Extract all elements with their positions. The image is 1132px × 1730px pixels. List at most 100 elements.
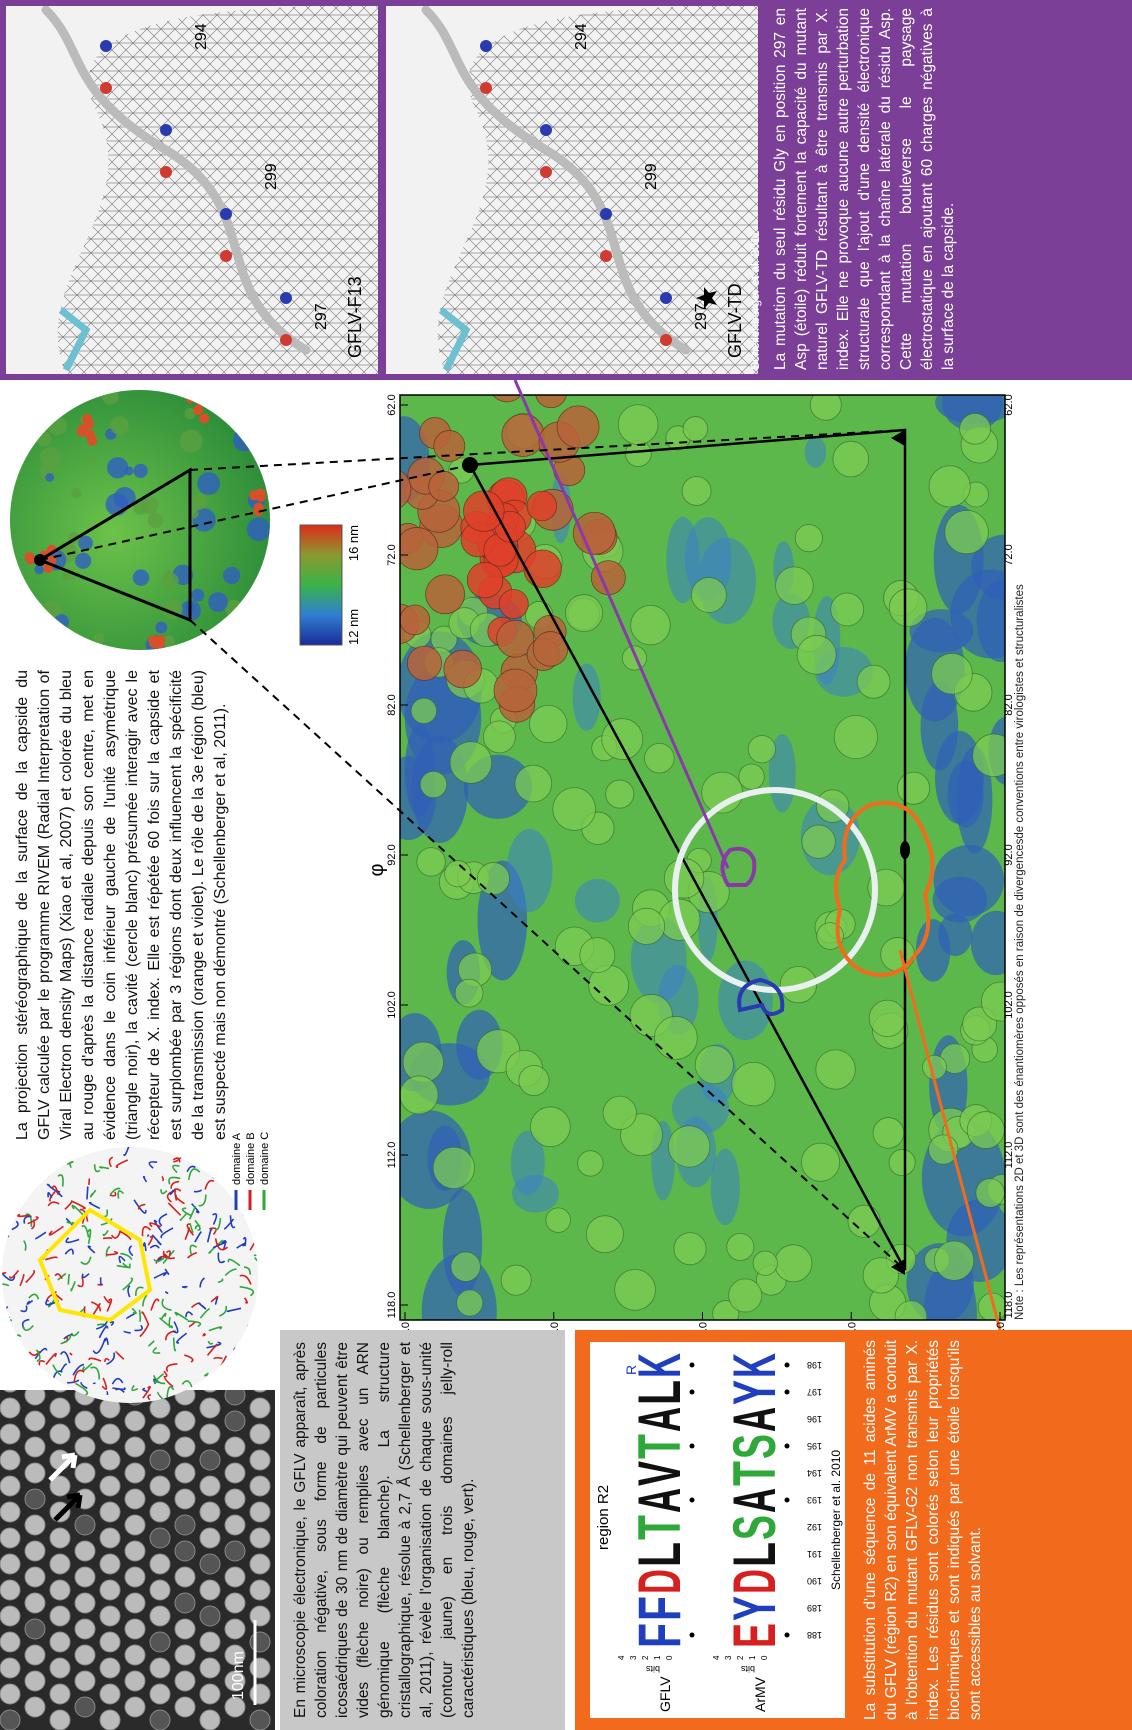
- particle: [199, 1423, 221, 1445]
- ribbon: [165, 1363, 178, 1372]
- surface-spot: [252, 489, 263, 500]
- ribbon: [2, 1272, 7, 1276]
- particle: [149, 1527, 171, 1549]
- ribbon: [158, 1213, 168, 1227]
- ribbon: [176, 1332, 188, 1344]
- bits-tick: 3: [724, 1655, 733, 1660]
- ribbon: [188, 1205, 196, 1220]
- ribbon: [2, 1273, 16, 1281]
- low-region: [971, 534, 1005, 600]
- ribbon: [88, 1201, 101, 1210]
- ribbon: [77, 1276, 84, 1288]
- surface-spot: [133, 463, 148, 478]
- surface-spot: [190, 493, 208, 511]
- particle: [99, 1657, 121, 1679]
- residue-blob: [673, 1232, 707, 1266]
- ribbon: [162, 1249, 175, 1265]
- ribbon: [65, 1237, 80, 1244]
- particle: [49, 1579, 71, 1601]
- sphere-triangle: [36, 467, 192, 623]
- residue-blob: [545, 1207, 571, 1233]
- ribbon: [103, 1295, 112, 1304]
- particle: [149, 1631, 171, 1653]
- bits-label: bits: [645, 1664, 660, 1674]
- ribbon: [131, 1307, 137, 1315]
- ribbon: [59, 1351, 71, 1364]
- accessible-star: [784, 1389, 790, 1395]
- particle: [149, 1501, 171, 1523]
- particle: [99, 1605, 121, 1627]
- ribbon: [174, 1188, 182, 1201]
- ribbon: [207, 1340, 214, 1345]
- high-region: [534, 395, 568, 409]
- bits-tick: 1: [748, 1655, 757, 1660]
- legend-label: domaine C: [259, 1132, 271, 1185]
- position: 196: [807, 1414, 822, 1424]
- ribbon: [102, 1237, 113, 1240]
- bits-tick: 4: [617, 1655, 626, 1660]
- atom: [280, 334, 292, 346]
- ribbon: [242, 1237, 247, 1247]
- particle: [124, 1462, 146, 1484]
- particle: [174, 1696, 196, 1718]
- particle: [0, 1631, 21, 1653]
- ribbon: [172, 1164, 180, 1174]
- particle: [74, 1436, 96, 1458]
- residue-blob: [931, 652, 973, 695]
- surface-spot: [147, 512, 164, 529]
- residue-blob: [432, 1146, 475, 1190]
- residue-blob: [630, 604, 671, 646]
- ribbon: [142, 1294, 148, 1307]
- accessible-star: [689, 1362, 695, 1368]
- ribbon: [243, 1297, 248, 1304]
- ribbon: [160, 1189, 168, 1195]
- ribbon: [109, 1321, 115, 1327]
- particle: [174, 1644, 196, 1666]
- ribbon: [223, 1218, 235, 1230]
- ribbon: [199, 1307, 211, 1319]
- bits-tick: 0: [760, 1655, 769, 1660]
- particle: [124, 1618, 146, 1640]
- ribbon: [101, 1377, 108, 1390]
- surface-spot: [82, 413, 93, 424]
- phi-tick-label: 118.0: [386, 1292, 398, 1319]
- ribbon: [194, 1231, 202, 1243]
- low-region: [510, 1130, 545, 1195]
- high-region: [496, 619, 535, 658]
- ribbon: [243, 1266, 252, 1275]
- particle: [24, 1514, 46, 1536]
- backbone: [41, 6, 311, 355]
- residue-blob: [456, 1289, 484, 1317]
- ribbon: [189, 1244, 198, 1255]
- particle: [99, 1423, 121, 1445]
- purple-region: [720, 846, 757, 887]
- ribbon: [52, 1364, 62, 1377]
- ribbon: [127, 1285, 131, 1298]
- orange-connector: [898, 949, 1002, 1331]
- phi-tick-label: 72.0: [1003, 544, 1015, 565]
- bits-tick: 0: [665, 1655, 674, 1660]
- ribbon: [118, 1255, 126, 1264]
- particle: [124, 1540, 146, 1562]
- particle: [249, 1709, 271, 1730]
- residue-blob: [731, 1061, 776, 1107]
- ribbon: [63, 1333, 73, 1340]
- particle: [24, 1410, 46, 1432]
- residue: A: [721, 1488, 788, 1513]
- particle: [24, 1436, 46, 1458]
- surface-spot: [75, 552, 92, 569]
- ribbon: [164, 1376, 174, 1388]
- density-map: [41, 6, 378, 374]
- ribbon: [106, 1250, 119, 1256]
- high-region: [526, 490, 558, 522]
- particle: [99, 1631, 121, 1653]
- residue-blob: [450, 1251, 481, 1282]
- ribbon: [122, 1262, 131, 1269]
- ribbon: [27, 1216, 39, 1225]
- atom: [220, 250, 232, 262]
- residue-blob: [529, 704, 568, 744]
- surface-spot: [39, 446, 62, 468]
- high-region: [443, 649, 482, 689]
- residue-label: 299: [643, 163, 660, 190]
